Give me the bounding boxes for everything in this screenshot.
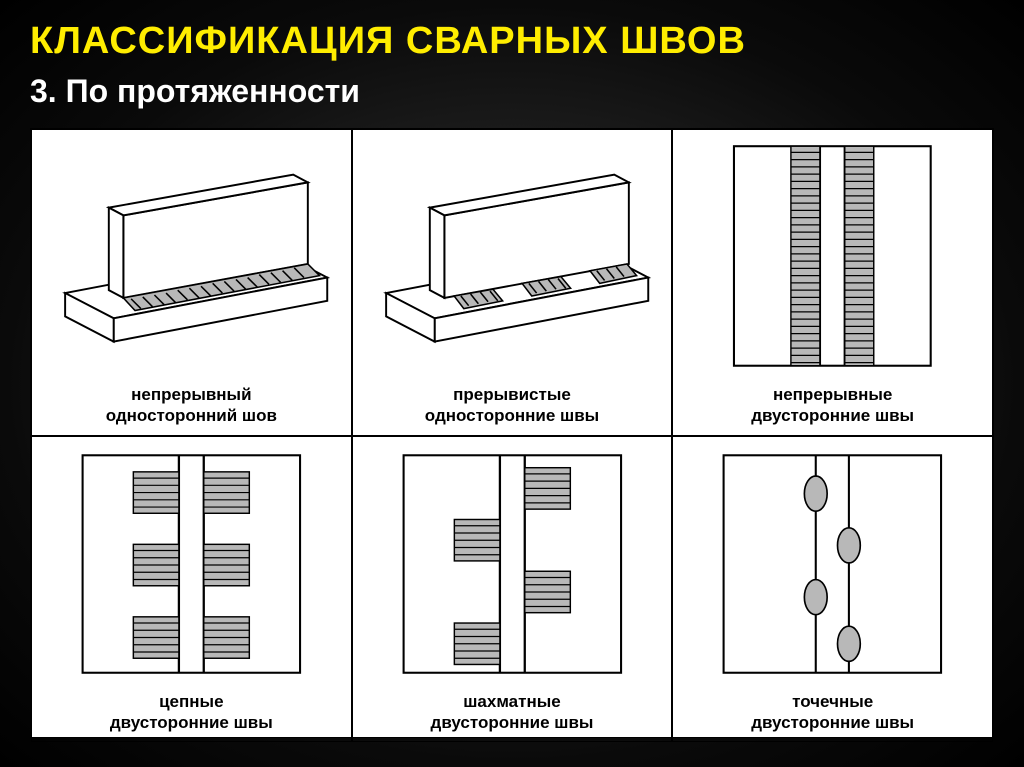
cell-intermittent-single: прерывистыеодносторонние швы [352, 129, 673, 436]
diagram-grid: непрерывныйодносторонний шов [30, 128, 994, 738]
diagram-continuous-single [36, 140, 347, 378]
diagram-chain-double [36, 447, 347, 685]
diagram-continuous-double [677, 140, 988, 378]
label-c4: цепныедвусторонние швы [110, 691, 273, 734]
page-subtitle: 3. По протяженности [30, 73, 994, 110]
label-c6: точечныедвусторонние швы [751, 691, 914, 734]
diagram-spot-double [677, 447, 988, 685]
cell-staggered-double: шахматныедвусторонние швы [352, 436, 673, 743]
label-c3: непрерывныедвусторонние швы [751, 384, 914, 427]
cell-continuous-double: непрерывныедвусторонние швы [672, 129, 993, 436]
cell-spot-double: точечныедвусторонние швы [672, 436, 993, 743]
cell-continuous-single: непрерывныйодносторонний шов [31, 129, 352, 436]
cell-chain-double: цепныедвусторонние швы [31, 436, 352, 743]
label-c2: прерывистыеодносторонние швы [425, 384, 599, 427]
diagram-staggered-double [357, 447, 668, 685]
label-c1: непрерывныйодносторонний шов [106, 384, 277, 427]
label-c5: шахматныедвусторонние швы [431, 691, 594, 734]
page-title: КЛАССИФИКАЦИЯ СВАРНЫХ ШВОВ [30, 20, 994, 63]
diagram-intermittent-single [357, 140, 668, 378]
